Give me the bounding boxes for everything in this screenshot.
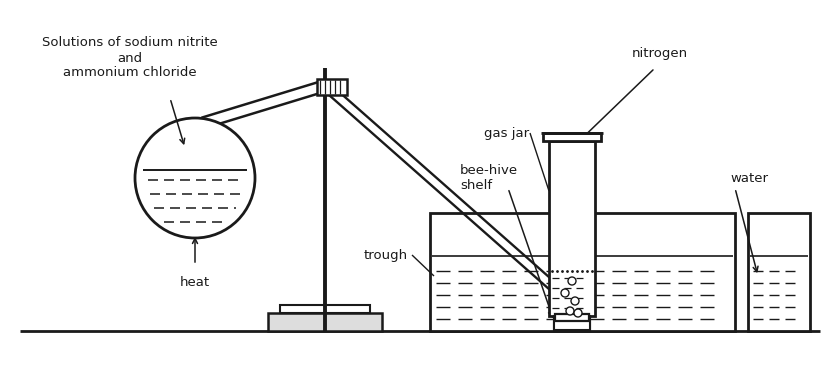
Circle shape [561,289,569,297]
Circle shape [571,297,579,305]
Circle shape [568,277,576,285]
Text: heat: heat [180,276,210,289]
Circle shape [566,307,574,315]
Text: nitrogen: nitrogen [632,47,688,60]
Text: trough: trough [364,248,408,261]
Bar [280,305,370,313]
Bar [748,213,810,331]
Bar [268,313,382,331]
Text: gas jar: gas jar [484,126,529,140]
Circle shape [135,118,255,238]
Bar [555,314,589,321]
Text: bee-hive
shelf: bee-hive shelf [460,164,518,192]
Bar [430,213,735,331]
Circle shape [574,309,582,317]
Bar [317,79,347,95]
Bar [554,317,590,329]
Bar [554,316,590,330]
Text: water: water [730,172,768,185]
Text: Solutions of sodium nitrite
and
ammonium chloride: Solutions of sodium nitrite and ammonium… [42,37,218,79]
Bar [549,141,595,316]
Bar [543,133,601,141]
